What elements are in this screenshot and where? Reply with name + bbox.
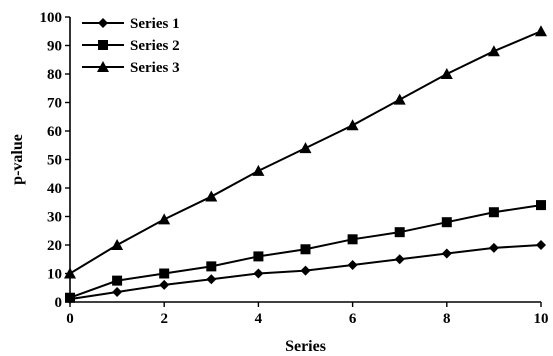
x-tick-label: 0 (66, 311, 74, 327)
y-tick-label: 90 (47, 39, 62, 55)
x-tick-label: 4 (255, 311, 263, 327)
series-1-point (253, 268, 264, 279)
x-axis-title: Series (285, 338, 326, 355)
legend-marker (98, 40, 108, 50)
y-tick-label: 100 (40, 10, 63, 26)
x-tick-label: 10 (534, 311, 549, 327)
y-axis-title: p-value (9, 134, 26, 185)
x-tick-label: 6 (349, 311, 357, 327)
x-tick-label: 2 (160, 311, 168, 327)
legend-entry-3: Series 3 (82, 60, 180, 76)
plot-area (64, 25, 547, 305)
x-tick-label: 8 (443, 311, 451, 327)
series-3-point (205, 190, 218, 202)
series-1-point (536, 240, 546, 250)
legend-marker (97, 61, 109, 72)
legend: Series 1 Series 2 Series 3 (82, 16, 180, 76)
series-2-point (394, 227, 405, 238)
series-2-point (112, 275, 123, 286)
series-1-point (347, 259, 358, 270)
legend-marker (98, 18, 108, 28)
series-3 (64, 25, 547, 279)
y-tick-label: 70 (47, 96, 62, 112)
series-1-point (441, 248, 452, 259)
series-2 (65, 200, 546, 303)
series-3-point (393, 93, 406, 105)
series-1-point (394, 254, 405, 265)
y-tick-label: 50 (47, 153, 62, 169)
legend-entry-2: Series 2 (82, 38, 180, 54)
y-tick-label: 60 (47, 124, 62, 140)
axes: 0 10 20 30 40 50 60 70 80 90 100 0 2 4 6 8 10 (40, 10, 549, 327)
series-2-point (253, 251, 264, 262)
series-3-point (440, 68, 453, 79)
series-2-point (347, 234, 358, 245)
y-tick-label: 40 (47, 181, 62, 197)
series-2-point (441, 217, 452, 228)
y-tick-label: 10 (47, 267, 62, 283)
series-3-point (111, 239, 124, 250)
y-tick-label: 20 (47, 238, 62, 254)
series-3-point (64, 267, 76, 279)
legend-entry-1: Series 1 (82, 16, 180, 32)
y-tick-label: 0 (55, 295, 63, 311)
series-2-point (300, 244, 311, 255)
series-2-point (488, 207, 499, 218)
y-tick-label: 30 (47, 210, 62, 226)
series-3-point (535, 25, 547, 37)
series-2-point (206, 261, 217, 272)
series-1-point (206, 274, 217, 285)
series-1-point (300, 265, 311, 276)
legend-label: Series 1 (130, 16, 180, 32)
series-3-point (487, 45, 500, 57)
series-2-point (536, 200, 546, 211)
series-1-point (159, 279, 170, 290)
series-3-point (299, 142, 312, 154)
series-3-point (252, 164, 265, 176)
series-1-point (488, 242, 499, 253)
series-1-point (112, 287, 123, 298)
series-3-point (346, 119, 359, 131)
y-tick-label: 80 (47, 67, 62, 83)
series-2-point (159, 268, 170, 279)
series-2-point (65, 292, 75, 303)
legend-label: Series 3 (130, 60, 180, 76)
legend-label: Series 2 (130, 38, 180, 54)
series-3-point (158, 213, 171, 225)
